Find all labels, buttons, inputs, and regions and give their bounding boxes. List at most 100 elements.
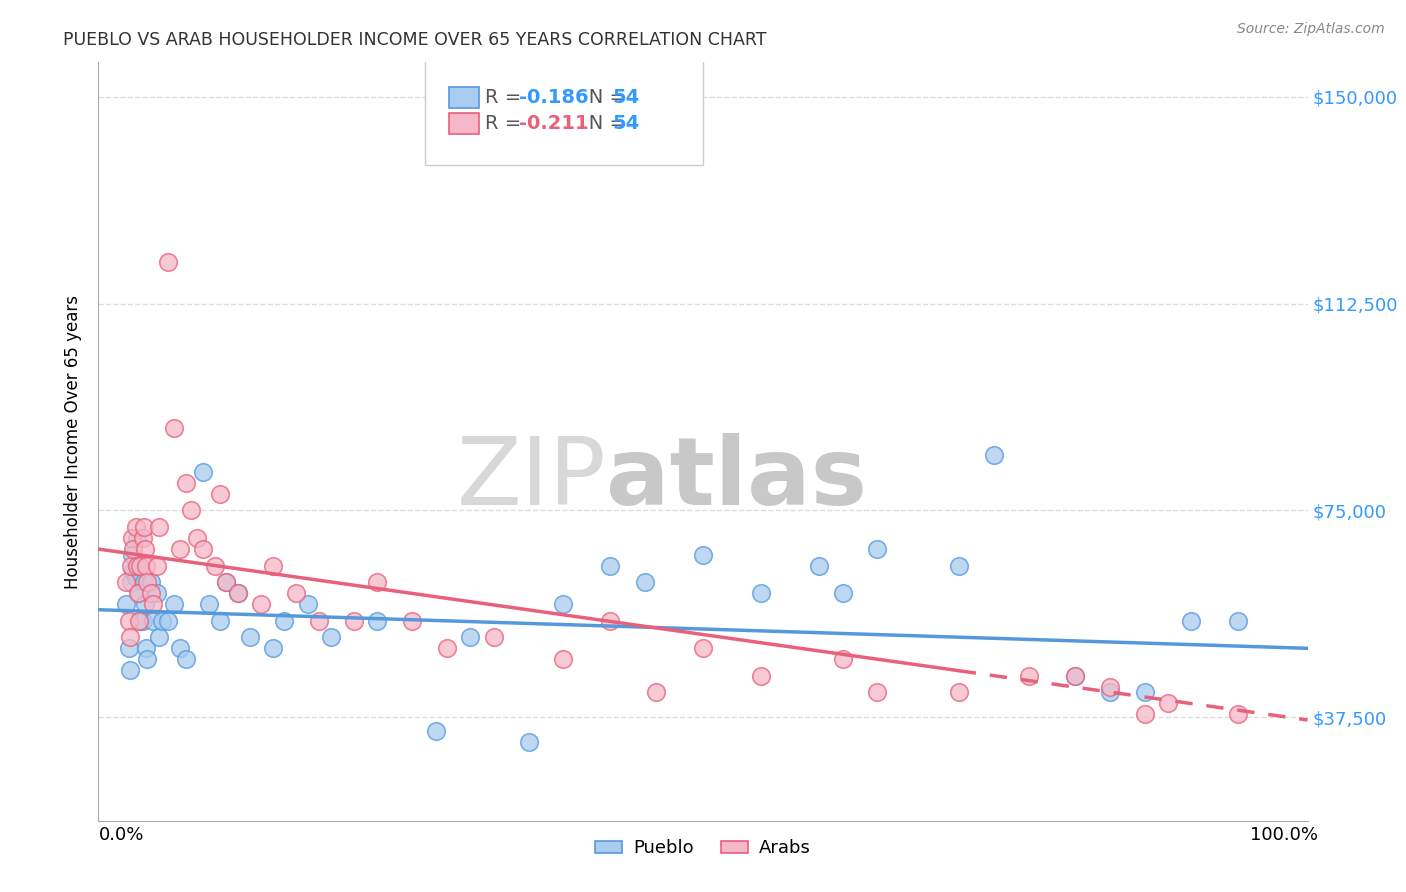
Point <box>122 564 145 578</box>
Point <box>1133 685 1156 699</box>
Point <box>634 575 657 590</box>
Point <box>215 575 238 590</box>
Point <box>366 575 388 590</box>
Text: PUEBLO VS ARAB HOUSEHOLDER INCOME OVER 65 YEARS CORRELATION CHART: PUEBLO VS ARAB HOUSEHOLDER INCOME OVER 6… <box>63 31 766 49</box>
Point <box>948 558 970 573</box>
Point <box>297 597 319 611</box>
Point <box>343 614 366 628</box>
Text: atlas: atlas <box>606 434 868 525</box>
Point <box>285 586 308 600</box>
Point <box>148 630 170 644</box>
Point <box>129 614 152 628</box>
Point <box>145 586 167 600</box>
Point <box>120 558 142 573</box>
Point <box>599 614 621 628</box>
Point <box>517 735 540 749</box>
Point <box>186 531 208 545</box>
Point <box>226 586 249 600</box>
Point <box>482 630 505 644</box>
Point <box>198 597 221 611</box>
Point <box>553 597 575 611</box>
Point <box>983 448 1005 462</box>
Point <box>866 685 889 699</box>
Point <box>169 641 191 656</box>
Y-axis label: Householder Income Over 65 years: Householder Income Over 65 years <box>65 294 83 589</box>
Point <box>553 652 575 666</box>
Point <box>250 597 273 611</box>
Point <box>128 586 150 600</box>
Point <box>749 586 772 600</box>
Point <box>136 575 159 590</box>
Text: Source: ZipAtlas.com: Source: ZipAtlas.com <box>1237 22 1385 37</box>
Text: R =: R = <box>485 114 527 134</box>
Point <box>1133 707 1156 722</box>
FancyBboxPatch shape <box>449 87 479 108</box>
Point <box>460 630 482 644</box>
Point <box>122 542 145 557</box>
Point <box>191 542 214 557</box>
Point <box>150 614 173 628</box>
Point <box>121 531 143 545</box>
Point <box>131 531 153 545</box>
Legend: Pueblo, Arabs: Pueblo, Arabs <box>588 832 818 864</box>
Point <box>831 586 853 600</box>
Point <box>1098 680 1121 694</box>
Point <box>134 542 156 557</box>
Point <box>125 558 148 573</box>
Point <box>132 520 155 534</box>
Point <box>135 641 157 656</box>
Point <box>204 558 226 573</box>
Point <box>866 542 889 557</box>
Point <box>1226 707 1249 722</box>
Point <box>366 614 388 628</box>
Point <box>308 614 330 628</box>
Point <box>215 575 238 590</box>
Point <box>118 664 141 678</box>
Point <box>142 597 165 611</box>
Point <box>831 652 853 666</box>
Point <box>129 558 152 573</box>
Point <box>163 421 186 435</box>
Point <box>157 614 180 628</box>
Point <box>209 614 232 628</box>
Point <box>148 520 170 534</box>
Point <box>1180 614 1202 628</box>
Point <box>1226 614 1249 628</box>
Point <box>121 548 143 562</box>
Point <box>174 652 197 666</box>
Point <box>124 569 146 583</box>
Point <box>120 575 142 590</box>
FancyBboxPatch shape <box>449 113 479 135</box>
Point <box>174 475 197 490</box>
Point <box>127 558 149 573</box>
Point <box>163 597 186 611</box>
Point <box>134 597 156 611</box>
Point <box>1064 669 1087 683</box>
Text: -0.211: -0.211 <box>519 114 589 134</box>
Point <box>118 630 141 644</box>
Point <box>692 548 714 562</box>
Point <box>135 558 157 573</box>
Point <box>808 558 831 573</box>
Point <box>425 724 447 739</box>
Point <box>124 520 146 534</box>
Point <box>169 542 191 557</box>
Point <box>180 503 202 517</box>
Point <box>132 575 155 590</box>
FancyBboxPatch shape <box>425 59 703 165</box>
Point <box>128 614 150 628</box>
Point <box>401 614 423 628</box>
Point <box>191 465 214 479</box>
Text: -0.186: -0.186 <box>519 87 589 107</box>
Point <box>1064 669 1087 683</box>
Point <box>157 255 180 269</box>
Point <box>319 630 342 644</box>
Point <box>226 586 249 600</box>
Point <box>118 614 141 628</box>
Text: 54: 54 <box>613 114 640 134</box>
Point <box>145 558 167 573</box>
Point <box>209 487 232 501</box>
Point <box>239 630 262 644</box>
Point <box>115 575 138 590</box>
Point <box>139 575 162 590</box>
